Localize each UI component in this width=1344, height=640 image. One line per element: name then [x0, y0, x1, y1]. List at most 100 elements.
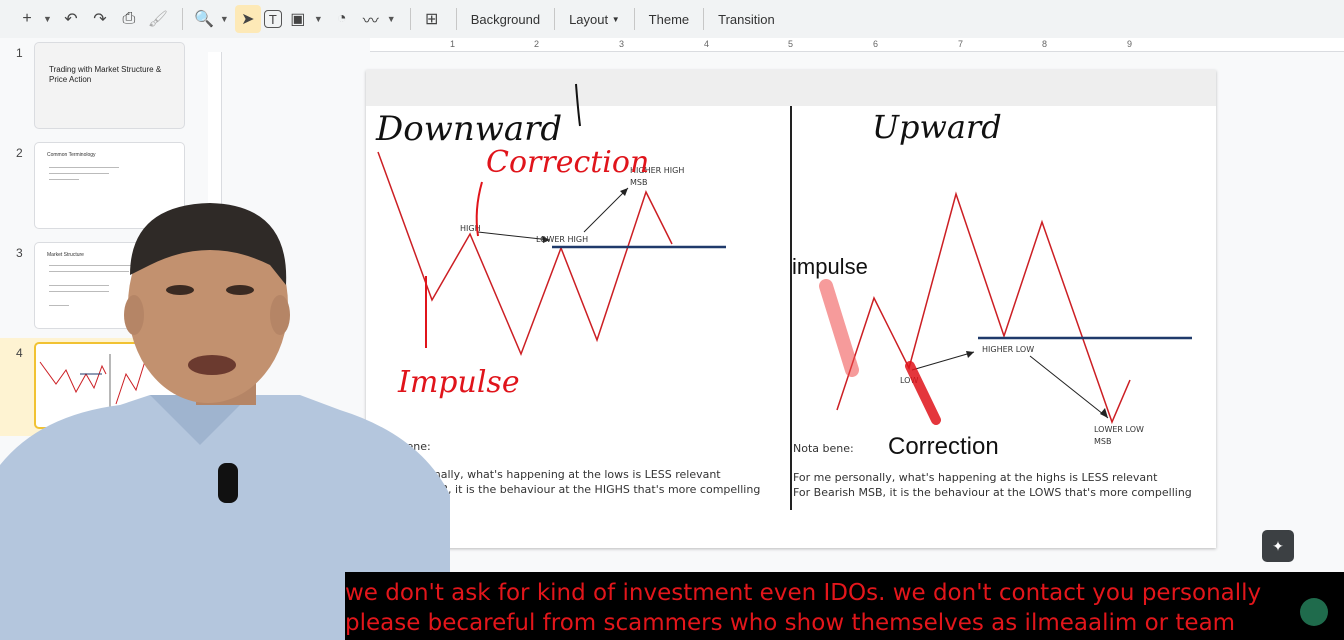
note-left-line-2: MSB, it is the behaviour at the HIGHS th… — [424, 483, 761, 496]
arrow-head — [966, 351, 974, 358]
note-left-line-1: ersonally, what's happening at the lows … — [410, 468, 721, 481]
arrow-line — [583, 187, 629, 233]
thumbnail-title: Market Structure — [47, 252, 84, 258]
label-higher-low: HIGHER LOW — [982, 345, 1034, 354]
thumbnail-chart-preview — [39, 354, 147, 414]
toolbar-divider — [181, 8, 183, 30]
label-lower-low: LOWER LOW — [1094, 425, 1144, 434]
slide-thumbnail[interactable]: Common Terminology — [34, 142, 185, 229]
uptrend-price-line — [836, 191, 1131, 425]
thumbnail-text-line — [49, 173, 109, 174]
arrow-line — [1029, 355, 1109, 419]
subtitle-banner: we don't ask for kind of investment even… — [345, 572, 1344, 640]
label-low: LOW — [900, 376, 918, 385]
presenter-video — [0, 203, 450, 640]
channel-logo — [1300, 598, 1328, 626]
thumbnail-text-line — [49, 291, 109, 292]
slide-drawing: HIGH LOWER HIGH HIGHER HIGH MSB Downward… — [375, 83, 1192, 460]
note-right-line-2: For Bearish MSB, it is the behaviour at … — [793, 486, 1192, 499]
handwritten-downward: Downward — [375, 109, 562, 149]
thumbnail-title: Trading with Market Structure & Price Ac… — [49, 65, 162, 84]
ruler-tick: 5 — [788, 39, 794, 49]
subtitle-line-1: we don't ask for kind of investment even… — [345, 580, 1262, 606]
label-higher-high: HIGHER HIGH — [630, 166, 684, 175]
arrow-head — [620, 188, 628, 196]
label-msb: MSB — [630, 178, 647, 187]
thumbnail-text-line — [49, 265, 139, 266]
label-msb: MSB — [1094, 437, 1111, 446]
thumbnail-text-line — [49, 305, 69, 306]
horizontal-ruler[interactable]: 1 2 3 4 5 6 7 8 9 — [370, 38, 1344, 52]
slide-divider — [790, 106, 792, 510]
thumbnail-text-line — [49, 179, 79, 180]
filmstrip-slide-1[interactable]: 1 Trading with Market Structure & Price … — [0, 38, 208, 136]
line-button[interactable]: 〰 — [362, 13, 379, 30]
layout-label: Layout — [569, 11, 609, 27]
print-button[interactable]: ⎙ — [122, 10, 136, 27]
slide-thumbnail[interactable]: Trading with Market Structure & Price Ac… — [34, 42, 185, 129]
slide-header-band — [366, 70, 1216, 106]
label-lower-high: LOWER HIGH — [536, 235, 588, 244]
downtrend-price-line — [377, 151, 673, 357]
arrow-head — [542, 236, 550, 243]
text-box-button[interactable]: T — [263, 10, 282, 28]
ruler-tick: 3 — [619, 39, 625, 49]
ruler-tick: 7 — [958, 39, 964, 49]
background-button[interactable]: Background — [470, 11, 541, 27]
nota-bene-right: Nota bene: — [793, 442, 854, 455]
ruler-tick: 6 — [873, 39, 879, 49]
layout-button[interactable]: Layout ▼ — [563, 5, 626, 33]
arrow-head — [1100, 408, 1108, 418]
chevron-down-icon[interactable]: ▼ — [313, 14, 323, 24]
sparkle-icon: ✦ — [1272, 537, 1284, 554]
label-impulse: impulse — [792, 254, 868, 279]
slide-number: 1 — [16, 46, 23, 60]
chevron-down-icon[interactable]: ▼ — [43, 14, 52, 24]
highlight-stroke — [819, 279, 859, 377]
insert-image-button[interactable]: ▣ — [290, 11, 306, 28]
shape-button[interactable]: ◔ — [336, 10, 347, 27]
note-right-line-1: For me personally, what's happening at t… — [793, 471, 1158, 484]
handwritten-upward: Upward — [872, 108, 1002, 146]
subtitle-line-2: please becareful from scammers who show … — [345, 610, 1236, 636]
thumbnail-title: Common Terminology — [47, 152, 96, 158]
transition-button[interactable]: Transition — [718, 11, 775, 27]
ruler-tick: 2 — [534, 39, 540, 49]
redo-button[interactable]: ↷ — [93, 11, 107, 28]
ruler-tick: 4 — [704, 39, 710, 49]
ruler-tick: 8 — [1042, 39, 1048, 49]
slide[interactable]: HIGH LOWER HIGH HIGHER HIGH MSB Downward… — [366, 70, 1216, 548]
slide-number: 4 — [16, 346, 23, 360]
add-comment-button[interactable]: ⊞ — [424, 11, 439, 28]
label-correction: Correction — [888, 433, 999, 460]
ruler-tick: 1 — [450, 39, 456, 49]
annotation-stroke — [475, 181, 483, 237]
chevron-down-icon[interactable]: ▼ — [386, 14, 396, 24]
slide-number: 2 — [16, 146, 23, 160]
handwritten-impulse: Impulse — [397, 365, 520, 400]
handwritten-correction: Correction — [486, 145, 649, 180]
select-tool-button[interactable]: ➤ — [234, 5, 261, 33]
chevron-down-icon[interactable]: ▼ — [219, 14, 229, 24]
thumbnail-text-line — [49, 167, 119, 168]
paint-format-button[interactable]: 🖌 — [147, 11, 169, 28]
filmstrip-slide-2[interactable]: 2 Common Terminology — [0, 138, 208, 236]
toolbar: + ▼ ↶ ↷ ⎙ 🖌 🔍 ▼ ➤ T ▣ ▼ ◔ 〰 ▼ ⊞ Backgrou… — [0, 0, 1344, 38]
zoom-button[interactable]: 🔍 — [193, 11, 214, 28]
theme-button[interactable]: Theme — [648, 11, 690, 27]
toolbar-divider — [455, 8, 457, 30]
chevron-down-icon: ▼ — [611, 14, 620, 24]
toolbar-divider — [703, 8, 705, 30]
explore-button[interactable]: ✦ — [1262, 530, 1294, 562]
toolbar-divider — [633, 8, 635, 30]
highlight-stroke — [905, 361, 941, 425]
arrow-line — [911, 351, 975, 371]
undo-button[interactable]: ↶ — [64, 11, 78, 28]
new-slide-button[interactable]: + — [22, 10, 32, 27]
thumbnail-text-line — [49, 271, 129, 272]
thumbnail-text-line — [49, 285, 109, 286]
toolbar-divider — [554, 8, 556, 30]
slide-number: 3 — [16, 246, 23, 260]
annotation-stroke — [575, 83, 581, 127]
